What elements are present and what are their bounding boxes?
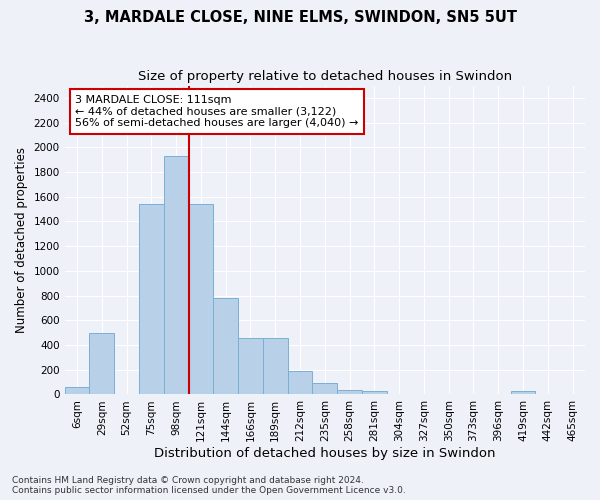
Bar [214, 298, 238, 394]
Bar [65, 387, 89, 394]
Y-axis label: Number of detached properties: Number of detached properties [15, 147, 28, 333]
Title: Size of property relative to detached houses in Swindon: Size of property relative to detached ho… [138, 70, 512, 83]
Bar [362, 391, 387, 394]
Bar [164, 156, 188, 394]
Bar [263, 338, 287, 394]
Text: 3 MARDALE CLOSE: 111sqm
← 44% of detached houses are smaller (3,122)
56% of semi: 3 MARDALE CLOSE: 111sqm ← 44% of detache… [75, 95, 358, 128]
Bar [89, 332, 114, 394]
Bar [238, 338, 263, 394]
Text: Contains HM Land Registry data © Crown copyright and database right 2024.
Contai: Contains HM Land Registry data © Crown c… [12, 476, 406, 495]
Bar [188, 204, 214, 394]
Bar [313, 384, 337, 394]
Bar [287, 371, 313, 394]
Text: 3, MARDALE CLOSE, NINE ELMS, SWINDON, SN5 5UT: 3, MARDALE CLOSE, NINE ELMS, SWINDON, SN… [83, 10, 517, 25]
Bar [337, 390, 362, 394]
X-axis label: Distribution of detached houses by size in Swindon: Distribution of detached houses by size … [154, 447, 496, 460]
Bar [139, 204, 164, 394]
Bar [511, 392, 535, 394]
